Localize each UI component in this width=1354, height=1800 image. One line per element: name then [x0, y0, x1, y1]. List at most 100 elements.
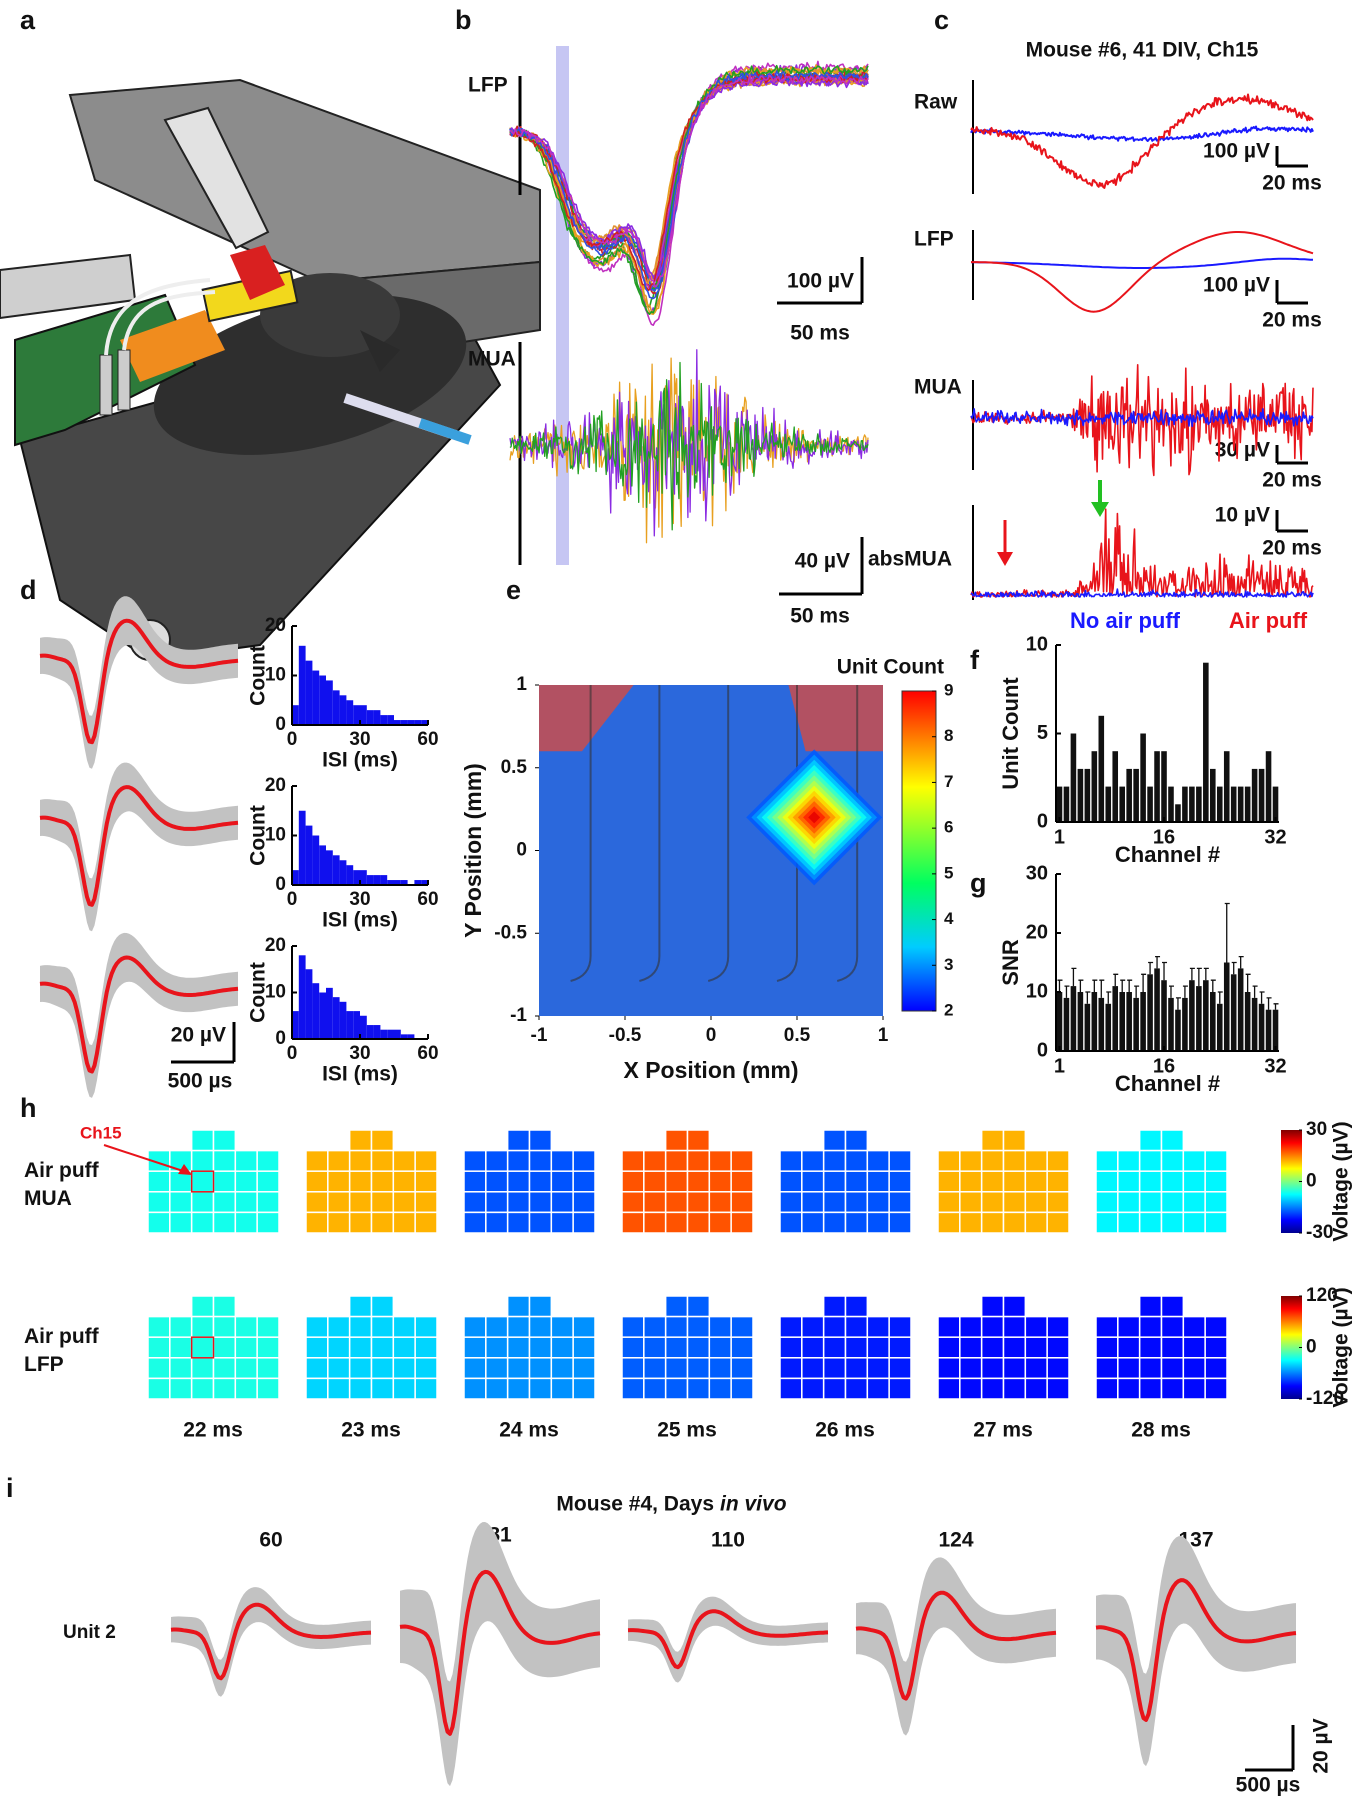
grid-cell	[1095, 1377, 1119, 1400]
grid-cell	[1204, 1357, 1228, 1380]
grid-cell	[1160, 1295, 1185, 1318]
y-tick-label: -0.5	[494, 922, 527, 943]
grid-cell	[348, 1336, 373, 1359]
grid-cell	[572, 1357, 596, 1380]
grid-cell	[370, 1357, 395, 1380]
bar	[1091, 992, 1098, 1051]
grid-cell	[414, 1336, 438, 1359]
grid-cell	[844, 1170, 869, 1193]
trace	[971, 231, 1314, 313]
grid-cell	[888, 1336, 912, 1359]
grid-cell	[234, 1211, 258, 1234]
x-tick-label: 1	[1054, 826, 1065, 848]
grid-cell	[528, 1295, 553, 1318]
grid-cell	[937, 1149, 961, 1172]
grid-cell	[212, 1211, 237, 1234]
colorbar-tick-label: 5	[944, 863, 953, 882]
grid-cell	[1117, 1336, 1141, 1359]
bar	[1161, 980, 1167, 1051]
bar	[353, 1011, 360, 1039]
grid-cell	[414, 1191, 438, 1214]
grid-cell	[327, 1377, 351, 1400]
grid-cell	[506, 1295, 531, 1318]
bar	[326, 680, 333, 725]
bar	[305, 825, 313, 885]
x-tick-label: 0.5	[784, 1025, 811, 1046]
grid-cell	[485, 1170, 509, 1193]
bar	[360, 870, 367, 885]
grid-cell	[169, 1357, 193, 1380]
trace-label: LFP	[914, 228, 954, 251]
bar	[292, 1011, 299, 1039]
grid-cell	[866, 1336, 890, 1359]
grid-cell	[169, 1377, 193, 1400]
grid-cell	[528, 1377, 553, 1400]
grid-cell	[212, 1336, 237, 1359]
x-tick-label: 30	[349, 729, 370, 750]
grid-cell	[1160, 1315, 1185, 1338]
grid-cell	[959, 1377, 983, 1400]
bar	[1098, 997, 1105, 1051]
bar	[1189, 980, 1195, 1051]
grid-cell	[256, 1211, 280, 1234]
grid-cell	[1095, 1336, 1119, 1359]
grid-cell	[572, 1315, 596, 1338]
trace-label: MUA	[914, 376, 962, 399]
bar	[1175, 1009, 1181, 1051]
grid-cell	[1002, 1170, 1027, 1193]
trace	[509, 64, 869, 316]
error-bar	[1099, 979, 1105, 998]
bar	[1175, 804, 1181, 822]
grid-cell	[392, 1149, 416, 1172]
grid-cell	[212, 1191, 237, 1214]
grid-cell	[305, 1149, 329, 1172]
bar	[1133, 997, 1139, 1051]
error-bar	[1064, 985, 1070, 998]
bar	[387, 1029, 394, 1039]
grid-cell	[256, 1170, 280, 1193]
grid-cell	[1160, 1191, 1185, 1214]
grid-cell	[1024, 1191, 1048, 1214]
bar	[1244, 992, 1251, 1051]
grid-cell	[888, 1191, 912, 1214]
panel-letter: b	[455, 5, 472, 35]
x-tick-label: -1	[531, 1025, 548, 1046]
y-tick-label: 0	[516, 840, 527, 861]
grid-cell	[937, 1357, 961, 1380]
grid-cell	[528, 1149, 553, 1172]
stimulus-window	[556, 46, 569, 565]
grid-cell	[1138, 1357, 1163, 1380]
grid-cell	[980, 1149, 1005, 1172]
grid-cell	[686, 1377, 711, 1400]
grid-cell	[621, 1315, 645, 1338]
scale-label: 20 µV	[1310, 1718, 1333, 1773]
grid-cell	[779, 1336, 803, 1359]
grid-cell	[844, 1149, 869, 1172]
grid-cell	[801, 1315, 825, 1338]
grid-cell	[190, 1377, 215, 1400]
bar	[400, 1034, 408, 1039]
bar	[400, 880, 408, 885]
x-tick-label: 60	[417, 889, 438, 910]
grid-cell	[234, 1336, 258, 1359]
grid-cell	[822, 1377, 847, 1400]
grid-cell	[686, 1170, 711, 1193]
x-tick-label: 16	[1153, 1055, 1175, 1077]
scale-label: 50 ms	[790, 605, 850, 628]
grid-cell	[147, 1336, 171, 1359]
grid-cell	[844, 1295, 869, 1318]
grid-cell	[822, 1170, 847, 1193]
waveform	[1095, 1578, 1297, 1722]
grid-cell	[1024, 1149, 1048, 1172]
bar	[346, 1011, 354, 1039]
grid-cell	[256, 1149, 280, 1172]
bar	[298, 645, 306, 725]
bar	[1140, 733, 1146, 822]
x-tick-label: 30	[349, 889, 370, 910]
grid-cell	[1138, 1170, 1163, 1193]
scale-label: 500 µs	[1236, 1774, 1301, 1797]
colorbar-tick-label: -120	[1306, 1388, 1344, 1409]
grid-cell	[327, 1315, 351, 1338]
error-bar	[1224, 902, 1230, 963]
scale-label: 20 ms	[1262, 309, 1322, 332]
